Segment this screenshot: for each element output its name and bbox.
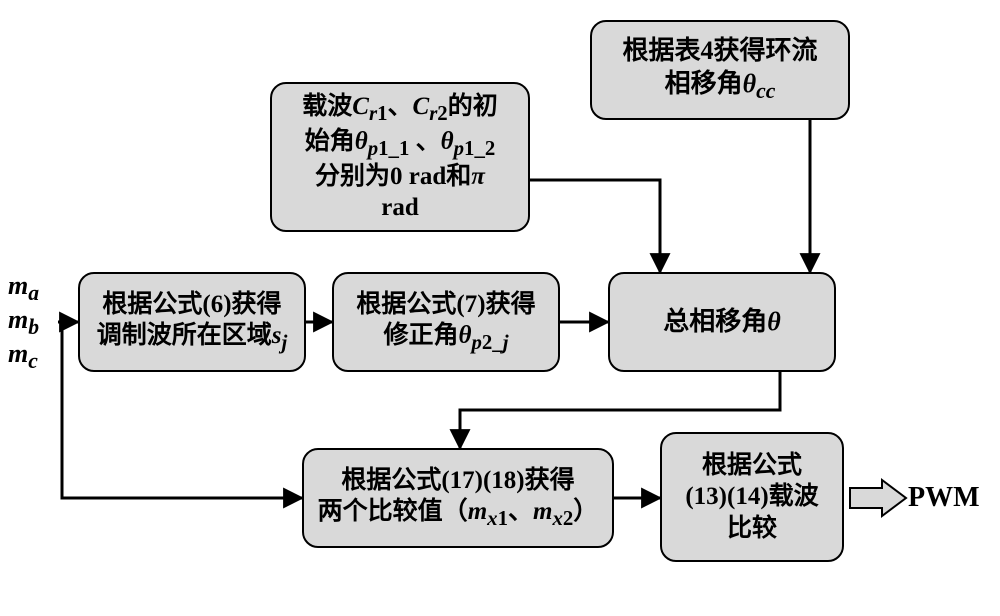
node-correction: 根据公式(7)获得修正角θp2_j xyxy=(332,272,560,372)
node-correction-text: 根据公式(7)获得修正角θp2_j xyxy=(356,289,535,355)
node-region-text: 根据公式(6)获得调制波所在区域sj xyxy=(97,289,288,355)
input-labels: ma mb mc xyxy=(8,272,39,374)
block-arrow-pwm xyxy=(850,480,906,516)
node-compare-values-text: 根据公式(17)(18)获得两个比较值（mx1、mx2） xyxy=(318,465,599,531)
node-total-phase: 总相移角θ xyxy=(608,272,836,372)
label-mc: mc xyxy=(8,339,38,368)
output-pwm-label: PWM xyxy=(908,482,980,514)
node-carrier-compare-text: 根据公式(13)(14)载波比较 xyxy=(685,450,818,544)
node-initial-angles: 载波Cr1、Cr2的初始角θp1_1 、θp1_2分别为0 rad和πrad xyxy=(270,82,530,232)
label-mb: mb xyxy=(8,305,39,334)
node-initial-angles-text: 载波Cr1、Cr2的初始角θp1_1 、θp1_2分别为0 rad和πrad xyxy=(302,91,497,224)
diagram-canvas: ma mb mc 根据表4获得环流相移角θcc 载波Cr1、Cr2的初始角θp1… xyxy=(0,0,1000,616)
node-total-phase-text: 总相移角θ xyxy=(663,306,781,339)
node-circ-phase: 根据表4获得环流相移角θcc xyxy=(590,20,850,120)
label-ma: ma xyxy=(8,271,39,300)
arrow-topmid-midright xyxy=(530,180,660,272)
node-compare-values: 根据公式(17)(18)获得两个比较值（mx1、mx2） xyxy=(302,448,614,548)
node-circ-phase-text: 根据表4获得环流相移角θcc xyxy=(622,35,817,105)
node-region: 根据公式(6)获得调制波所在区域sj xyxy=(78,272,306,372)
node-carrier-compare: 根据公式(13)(14)载波比较 xyxy=(660,432,844,562)
